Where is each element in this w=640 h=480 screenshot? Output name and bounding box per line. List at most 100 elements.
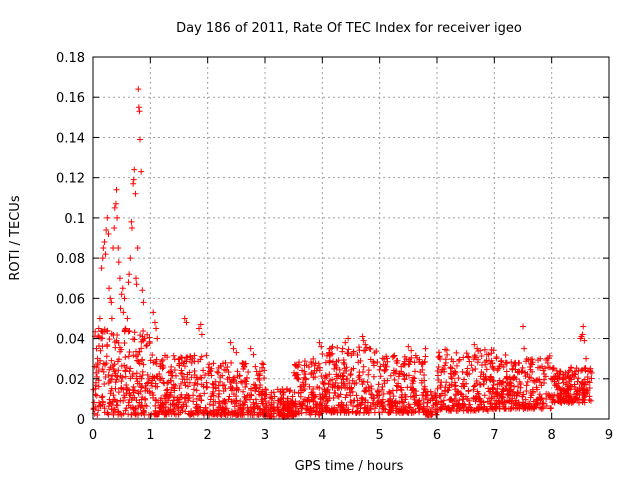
data-point [584,378,591,385]
data-point [126,396,133,403]
data-point [573,390,580,397]
data-point [538,405,545,412]
data-point [140,299,147,306]
data-point [540,367,547,374]
x-tick-label: 9 [605,428,613,443]
data-point [221,407,228,414]
data-point [271,404,278,411]
data-point [529,368,536,375]
data-point [326,389,333,396]
y-tick-label: 0.1 [64,212,85,227]
data-point [140,409,147,416]
data-point [269,405,276,412]
data-point [511,383,518,390]
data-point [365,384,372,391]
data-point [115,389,122,396]
data-point [572,368,579,375]
data-point [210,360,217,367]
data-point [318,343,325,350]
data-point [316,411,323,418]
data-point [128,224,135,231]
data-point [135,388,142,395]
y-tick-label: 0.08 [56,252,85,267]
data-point [140,327,147,334]
data-point [247,396,254,403]
data-point [262,398,269,405]
data-point [319,391,326,398]
data-point [455,375,462,382]
data-point [526,405,533,412]
data-point [259,360,266,367]
data-point [98,394,105,401]
data-point [212,385,219,392]
data-point [416,358,423,365]
data-point [297,401,304,408]
data-point [144,387,151,394]
data-point [363,344,370,351]
data-point [132,190,139,197]
data-point [400,403,407,410]
data-point [373,392,380,399]
data-point [216,411,223,418]
data-point [536,391,543,398]
data-point [437,406,444,413]
data-point [545,355,552,362]
data-point [494,381,501,388]
data-point [335,402,342,409]
data-point [556,395,563,402]
data-point [114,214,121,221]
data-point [115,245,122,252]
data-point [250,351,257,358]
data-point [457,390,464,397]
data-point [580,323,587,330]
data-point [238,406,245,413]
data-point [365,371,372,378]
data-point [516,368,523,375]
data-point [232,398,239,405]
data-point [95,325,102,332]
data-point [523,387,530,394]
data-point [128,218,135,225]
data-point [444,387,451,394]
data-point [332,362,339,369]
data-point [356,401,363,408]
data-point [410,389,417,396]
data-point [562,381,569,388]
data-point [127,255,134,262]
data-point [342,339,349,346]
data-point [458,391,465,398]
data-point [442,359,449,366]
data-point [317,401,324,408]
data-point [463,369,470,376]
data-point [331,365,338,372]
data-point [505,386,512,393]
data-point [245,369,252,376]
data-point [472,365,479,372]
data-point [322,359,329,366]
data-point [301,358,308,365]
data-point [379,409,386,416]
data-point [507,392,514,399]
data-point [521,345,528,352]
data-point [233,349,240,356]
data-point [286,388,293,395]
data-point [390,393,397,400]
data-point [402,396,409,403]
data-point [120,397,127,404]
data-point [190,386,197,393]
data-point [119,374,126,381]
data-point [222,400,229,407]
data-point [566,367,573,374]
data-point [503,368,510,375]
data-point [429,404,436,411]
data-point [445,404,452,411]
data-point [94,411,101,418]
data-point [539,401,546,408]
data-point [186,379,193,386]
data-point [505,405,512,412]
data-point [195,404,202,411]
data-point [275,406,282,413]
data-point [132,411,139,418]
data-point [130,180,137,187]
data-point [228,359,235,366]
